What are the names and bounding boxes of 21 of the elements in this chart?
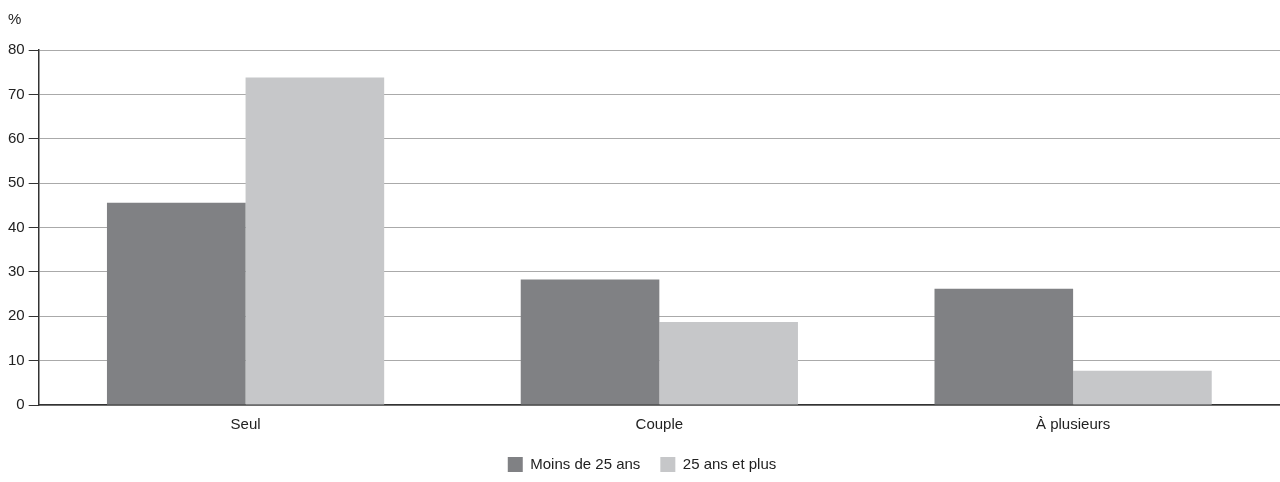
legend-label: Moins de 25 ans <box>530 454 641 472</box>
y-tick-label: 50 <box>8 173 25 191</box>
x-tick-label: À plusieurs <box>1036 415 1111 433</box>
y-tick-label: 20 <box>8 306 25 324</box>
y-tick-label: 60 <box>8 128 25 146</box>
bar <box>245 77 385 405</box>
y-tick-label: 0 <box>16 395 25 413</box>
y-axis-title: % <box>8 10 22 28</box>
y-tick-label: 70 <box>8 84 25 102</box>
x-tick-label: Couple <box>635 415 684 433</box>
x-tick-label: Seul <box>230 415 261 433</box>
bar <box>1073 370 1212 405</box>
bar <box>106 202 246 405</box>
bar <box>520 279 660 405</box>
bar <box>934 288 1074 405</box>
bar <box>659 322 798 405</box>
y-tick-label: 40 <box>8 217 25 235</box>
y-tick-label: 10 <box>8 350 25 368</box>
y-tick-label: 80 <box>8 40 25 58</box>
legend-label: 25 ans et plus <box>682 454 777 472</box>
y-tick-label: 30 <box>8 262 25 280</box>
